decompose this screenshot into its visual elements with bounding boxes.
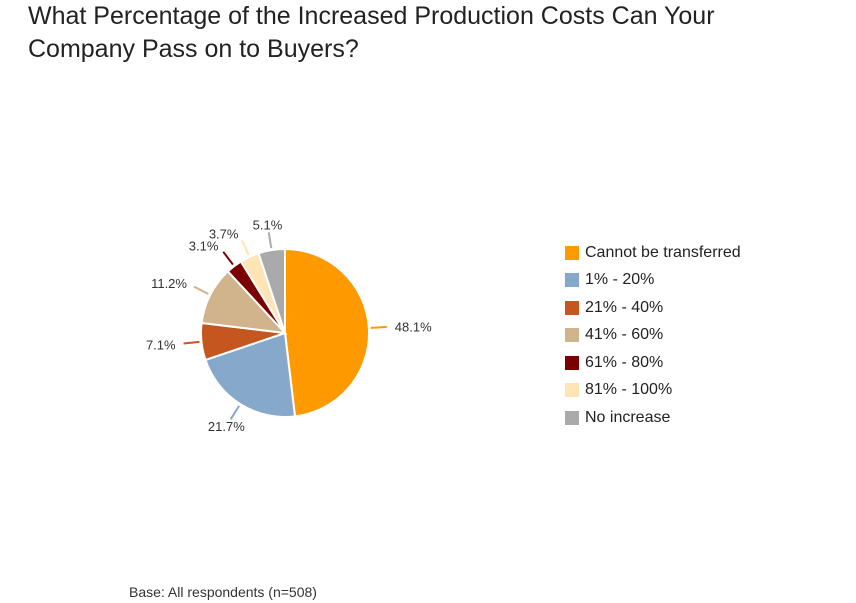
legend-label: 1% - 20% — [585, 271, 655, 289]
legend-swatch — [565, 383, 579, 398]
legend-label: 61% - 80% — [585, 353, 664, 371]
chart-title: What Percentage of the Increased Product… — [28, 2, 715, 63]
legend-swatch — [565, 273, 579, 288]
chart-legend: Cannot be transferred 1% - 20% 21% - 40% 41… — [565, 239, 741, 432]
legend-item: 61% - 80% — [565, 349, 741, 377]
legend-item: Cannot be transferred — [565, 239, 741, 267]
legend-item: No increase — [565, 404, 741, 432]
pie-slice — [204, 331, 297, 418]
leader-line — [267, 232, 273, 249]
legend-label: 41% - 60% — [585, 326, 664, 344]
legend-label: Cannot be transferred — [585, 243, 741, 261]
legend-label: 81% - 100% — [585, 381, 673, 399]
legend-swatch — [565, 328, 579, 343]
legend-item: 41% - 60% — [565, 322, 741, 350]
data-label: 48.1% — [395, 319, 432, 334]
leader-line — [183, 340, 200, 345]
legend-swatch — [565, 355, 579, 370]
legend-label: No increase — [585, 408, 671, 426]
legend-item: 21% - 40% — [565, 294, 741, 322]
data-label: 3.1% — [189, 238, 219, 253]
leader-line — [370, 325, 387, 329]
legend-swatch — [565, 410, 579, 425]
pie-slice — [257, 247, 286, 334]
chart-footnote: Base: All respondents (n=508) — [129, 584, 317, 600]
legend-item: 81% - 100% — [565, 377, 741, 405]
leader-line — [193, 285, 209, 295]
legend-item: 1% - 20% — [565, 267, 741, 295]
data-label: 5.1% — [253, 217, 283, 232]
legend-swatch — [565, 245, 579, 260]
data-label: 7.1% — [146, 337, 176, 352]
data-label: 11.2% — [151, 276, 187, 291]
legend-swatch — [565, 300, 579, 315]
data-label: 3.7% — [209, 226, 239, 241]
leader-line — [240, 240, 250, 256]
leader-line — [222, 251, 234, 266]
pie-slice — [284, 247, 370, 418]
data-label: 21.7% — [208, 419, 245, 434]
legend-label: 21% - 40% — [585, 298, 664, 316]
leader-line — [229, 405, 240, 420]
